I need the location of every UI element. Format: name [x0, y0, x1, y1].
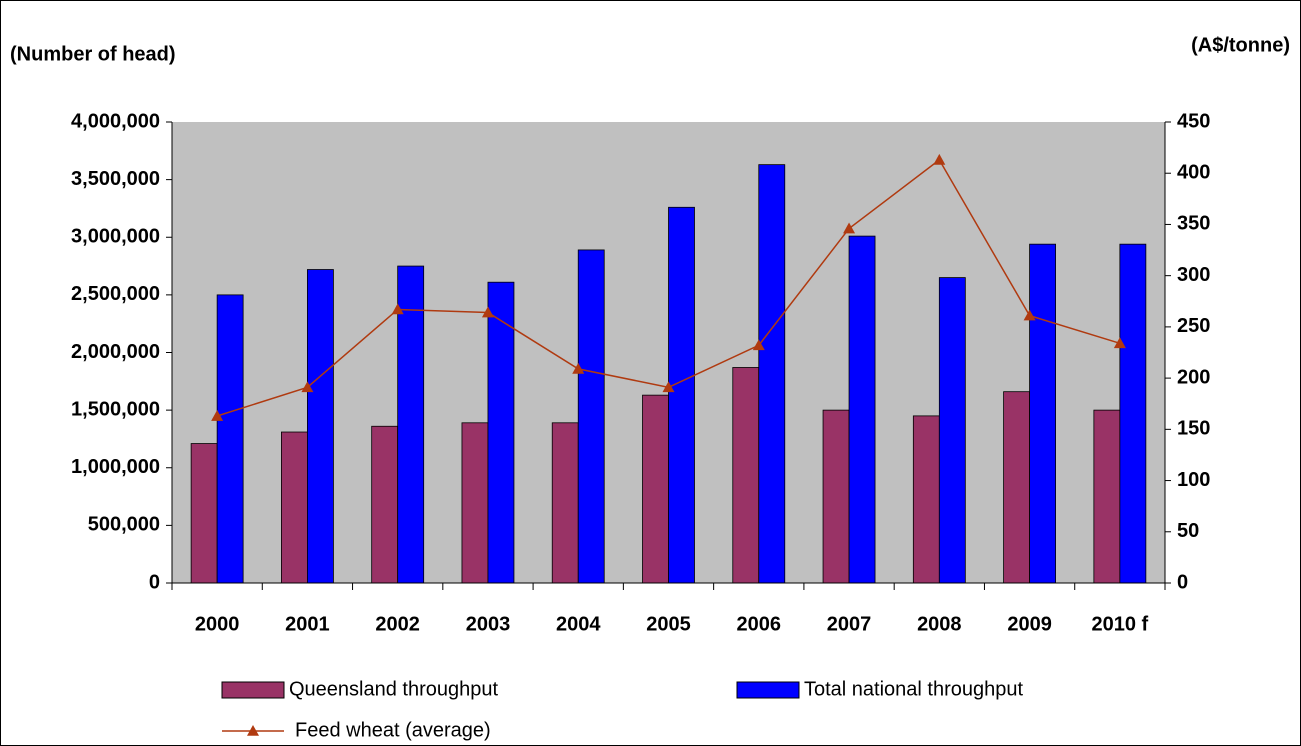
bar — [577, 249, 605, 584]
bar — [281, 431, 308, 584]
y2-tick-label: 150 — [1177, 418, 1210, 440]
legend-label: Queensland throughput — [289, 678, 498, 700]
x-tick-label: 2001 — [285, 613, 330, 635]
bar — [190, 443, 218, 584]
x-tick-label: 2010 f — [1092, 613, 1149, 635]
y-tick-label: 2,000,000 — [71, 341, 160, 363]
line-marker — [752, 339, 765, 351]
y2-tick-label: 350 — [1177, 213, 1210, 235]
x-tick-label: 2007 — [827, 613, 872, 635]
y-tick-label: 3,000,000 — [71, 226, 160, 248]
x-tick-label: 2002 — [375, 613, 420, 635]
y2-tick-label: 300 — [1177, 264, 1210, 286]
line-marker — [572, 362, 585, 374]
bar — [216, 294, 244, 584]
y-axis-title: (Number of head) — [10, 43, 176, 65]
bar — [1093, 409, 1121, 584]
y-tick-label: 4,000,000 — [71, 110, 160, 132]
line-marker — [933, 153, 946, 165]
y-tick-label: 2,500,000 — [71, 283, 160, 305]
y2-tick-label: 450 — [1177, 110, 1210, 132]
x-tick-label: 2008 — [917, 613, 962, 635]
y2-tick-label: 200 — [1177, 366, 1210, 388]
y-tick-label: 3,500,000 — [71, 168, 160, 190]
x-tick-label: 2003 — [466, 613, 511, 635]
y2-axis-title: (A$/tonne) — [1191, 34, 1290, 56]
x-tick-label: 2005 — [646, 613, 691, 635]
bar — [668, 206, 695, 584]
bar — [912, 415, 940, 584]
bar — [732, 367, 760, 584]
bar — [642, 394, 669, 584]
bar — [371, 425, 399, 584]
legend-swatch — [221, 681, 285, 699]
x-tick-label: 2004 — [556, 613, 601, 635]
bar — [848, 235, 876, 584]
bar — [1003, 391, 1030, 584]
y2-tick-label: 0 — [1177, 571, 1188, 593]
line-marker — [211, 410, 224, 421]
bar — [307, 269, 334, 584]
line-marker — [301, 381, 314, 393]
bar — [938, 277, 966, 584]
y2-tick-label: 100 — [1177, 469, 1210, 491]
legend-label: Total national throughput — [804, 678, 1023, 700]
x-tick-label: 2009 — [1007, 613, 1052, 635]
x-tick-label: 2006 — [737, 613, 782, 635]
bar — [758, 164, 786, 584]
bar — [822, 409, 850, 584]
line-marker — [391, 303, 404, 315]
line-marker — [1113, 337, 1126, 349]
line-marker — [481, 306, 494, 318]
y-tick-label: 500,000 — [88, 514, 160, 536]
x-tick-label: 2000 — [195, 613, 240, 635]
bar — [551, 422, 579, 584]
y-tick-label: 0 — [149, 571, 160, 593]
line-marker — [1023, 309, 1036, 321]
bar — [1119, 243, 1147, 584]
bar — [461, 422, 489, 584]
line-marker — [662, 381, 675, 393]
y2-tick-label: 50 — [1177, 520, 1199, 542]
y-tick-label: 1,000,000 — [71, 456, 160, 478]
y2-tick-label: 400 — [1177, 162, 1210, 184]
legend-swatch — [736, 681, 800, 699]
legend-label: Feed wheat (average) — [295, 719, 491, 741]
y2-tick-label: 250 — [1177, 315, 1210, 337]
line-marker — [843, 222, 856, 234]
legend-marker — [247, 725, 259, 736]
bar — [1029, 243, 1056, 584]
y-tick-label: 1,500,000 — [71, 398, 160, 420]
bar — [487, 281, 515, 584]
